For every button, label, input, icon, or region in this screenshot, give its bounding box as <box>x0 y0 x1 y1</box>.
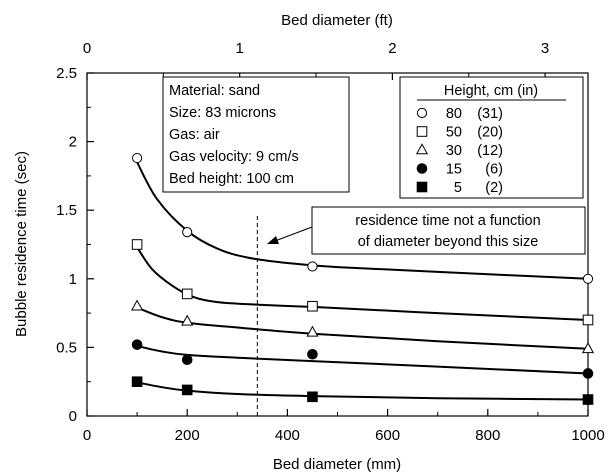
point-5-3 <box>582 394 594 405</box>
point-80-1 <box>182 227 193 238</box>
point-5-0 <box>131 376 143 387</box>
axis-ticks <box>86 72 589 417</box>
legend-marker-30 <box>415 143 429 155</box>
x2-tick-label-1: 1 <box>236 40 244 57</box>
legend-label-in-30: (12) <box>477 143 503 159</box>
point-30-1 <box>181 314 194 326</box>
legend-label-30: 30 <box>446 143 462 159</box>
x-tick-label-800: 800 <box>475 427 500 444</box>
info-bed-height: Bed height: 100 cm <box>169 171 294 187</box>
axis-tick-labels: 0 200 400 600 800 1000 0 0.5 1 1.5 2 2.5 0 1 2 3 <box>56 40 605 444</box>
annotation-box: residence time not a function of diamete… <box>311 206 586 255</box>
point-50-0 <box>131 239 143 250</box>
y-tick-label-0.5: 0.5 <box>56 339 77 356</box>
point-80-3 <box>582 273 594 284</box>
legend-label-50: 50 <box>446 125 462 141</box>
point-50-1 <box>181 288 193 300</box>
point-30-0 <box>131 299 144 311</box>
legend: Height, cm (in) 80 (31) 50 (20) 30 (12) 15 (6) 5… <box>399 76 584 199</box>
x2-tick-label-2: 2 <box>388 40 396 57</box>
x-axis-title: Bed diameter (mm) <box>273 456 401 473</box>
legend-marker-5 <box>416 181 428 193</box>
annotation-line-1: residence time not a function <box>355 213 540 229</box>
point-80-0 <box>132 152 143 164</box>
fit-curve-15 <box>136 345 589 375</box>
point-30-2 <box>306 325 319 337</box>
point-50-2 <box>307 300 318 312</box>
point-15-2 <box>307 348 318 360</box>
legend-frame <box>399 76 584 199</box>
legend-marker-50 <box>416 126 428 137</box>
x-tick-label-600: 600 <box>375 427 400 444</box>
x-tick-label-400: 400 <box>275 427 300 444</box>
point-5-1 <box>181 384 193 396</box>
point-5-2 <box>307 391 318 403</box>
y-tick-label-0: 0 <box>69 408 77 425</box>
point-15-1 <box>181 354 193 366</box>
info-box: Material: sand Size: 83 microns Gas: air… <box>162 76 350 193</box>
info-frame <box>162 76 350 193</box>
fit-curves <box>136 161 589 401</box>
point-50-3 <box>582 314 594 326</box>
annotation-arrow <box>267 226 313 244</box>
point-30-3 <box>581 342 595 354</box>
annotation-frame <box>311 206 586 255</box>
y-tick-label-2.5: 2.5 <box>56 65 77 82</box>
legend-marker-80 <box>416 107 428 119</box>
y-tick-label-1.5: 1.5 <box>56 202 77 219</box>
legend-entries: 80 (31) 50 (20) 30 (12) 15 (6) 5 (2) <box>415 106 503 196</box>
legend-label-in-15: (6) <box>485 162 503 178</box>
info-size: Size: 83 microns <box>169 105 276 121</box>
info-gas: Gas: air <box>169 127 220 143</box>
fit-curve-50 <box>136 246 589 321</box>
legend-label-15: 15 <box>446 162 462 178</box>
x2-tick-label-0: 0 <box>83 40 91 57</box>
x-tick-label-200: 200 <box>175 427 200 444</box>
fit-curve-80 <box>136 161 589 280</box>
x-tick-label-0: 0 <box>83 427 91 444</box>
point-15-0 <box>131 339 143 350</box>
legend-label-80: 80 <box>446 106 462 122</box>
point-15-3 <box>582 368 594 379</box>
data-markers <box>131 152 595 405</box>
annotation-line-2: of diameter beyond this size <box>358 234 539 250</box>
legend-label-in-80: (31) <box>477 106 503 122</box>
legend-label-in-50: (20) <box>477 125 503 141</box>
info-material: Material: sand <box>169 83 260 99</box>
y-tick-label-2: 2 <box>69 134 77 151</box>
point-80-2 <box>307 261 318 272</box>
fit-curve-30 <box>136 306 589 350</box>
info-gas-velocity: Gas velocity: 9 cm/s <box>169 149 299 165</box>
x2-axis-title: Bed diameter (ft) <box>281 12 393 29</box>
x-tick-label-1000: 1000 <box>571 427 604 444</box>
legend-marker-15 <box>416 163 428 174</box>
y-axis-title: Bubble residence time (sec) <box>13 151 30 337</box>
x2-tick-label-3: 3 <box>541 40 549 57</box>
legend-label-in-5: (2) <box>485 180 503 196</box>
y-tick-label-1: 1 <box>69 271 77 288</box>
legend-title: Height, cm (in) <box>444 83 538 99</box>
legend-label-5: 5 <box>454 180 462 196</box>
fit-curve-5 <box>136 381 589 401</box>
